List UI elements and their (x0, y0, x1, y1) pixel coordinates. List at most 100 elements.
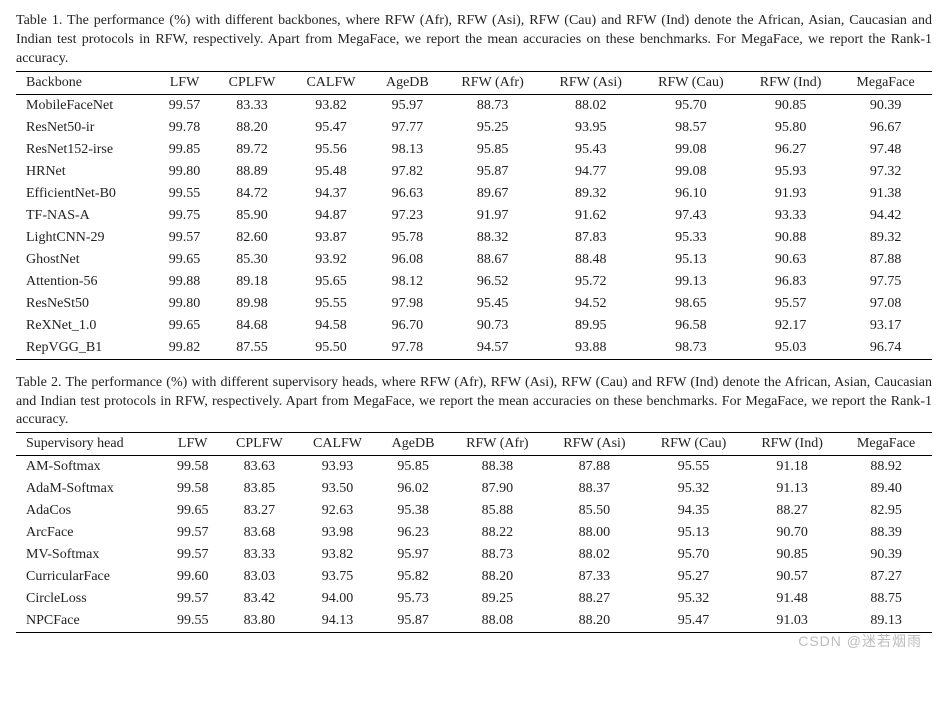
table2-cell: 83.33 (221, 544, 298, 566)
table2-cell: 95.55 (643, 456, 744, 479)
table1-cell: 95.50 (291, 337, 372, 360)
table1-cell: 93.95 (542, 117, 640, 139)
table1-cell: 99.57 (156, 227, 213, 249)
table2-cell: 91.48 (744, 588, 840, 610)
table1-header-1: LFW (156, 71, 213, 94)
table1-cell: 91.93 (742, 183, 839, 205)
table1-cell: 95.56 (291, 139, 372, 161)
table-row: ResNet50-ir99.7888.2095.4797.7795.2593.9… (16, 117, 932, 139)
table-row: AM-Softmax99.5883.6393.9395.8588.3887.88… (16, 456, 932, 479)
table1-cell: 96.70 (371, 315, 443, 337)
table1-cell: 89.18 (213, 271, 290, 293)
table2-caption: Table 2. The performance (%) with differ… (16, 374, 932, 431)
table1-cell: 95.33 (640, 227, 742, 249)
table1-rowlabel: ResNet152-irse (16, 139, 156, 161)
table1-header-2: CPLFW (213, 71, 290, 94)
table1-cell: 85.90 (213, 205, 290, 227)
table2-cell: 88.08 (449, 610, 546, 633)
table1-cell: 96.52 (444, 271, 542, 293)
table2-cell: 99.57 (164, 588, 221, 610)
table2-cell: 88.22 (449, 522, 546, 544)
table2-cell: 95.85 (377, 456, 449, 479)
table2-cell: 95.32 (643, 478, 744, 500)
table2-cell: 93.75 (298, 566, 378, 588)
table1-cell: 91.38 (839, 183, 932, 205)
table-row: RepVGG_B199.8287.5595.5097.7894.5793.889… (16, 337, 932, 360)
table2-cell: 99.57 (164, 544, 221, 566)
table2-cell: 88.20 (449, 566, 546, 588)
table1-cell: 94.37 (291, 183, 372, 205)
table1-rowlabel: HRNet (16, 161, 156, 183)
table1-header-7: RFW (Cau) (640, 71, 742, 94)
table-row: GhostNet99.6585.3093.9296.0888.6788.4895… (16, 249, 932, 271)
table1-cell: 99.57 (156, 94, 213, 117)
table1-cell: 97.77 (371, 117, 443, 139)
table1-cell: 87.55 (213, 337, 290, 360)
table2-cell: 94.13 (298, 610, 378, 633)
table2-cell: 96.23 (377, 522, 449, 544)
table2-rowlabel: NPCFace (16, 610, 164, 633)
table1-cell: 96.08 (371, 249, 443, 271)
table1-cell: 96.74 (839, 337, 932, 360)
table2-cell: 88.00 (546, 522, 643, 544)
table2-cell: 83.63 (221, 456, 298, 479)
table2-cell: 95.73 (377, 588, 449, 610)
table2: Supervisory headLFWCPLFWCALFWAgeDBRFW (A… (16, 432, 932, 633)
table2-cell: 85.88 (449, 500, 546, 522)
table1-cell: 99.75 (156, 205, 213, 227)
table2-cell: 92.63 (298, 500, 378, 522)
table1-cell: 97.82 (371, 161, 443, 183)
table2-cell: 95.87 (377, 610, 449, 633)
table2-cell: 96.02 (377, 478, 449, 500)
table1: BackboneLFWCPLFWCALFWAgeDBRFW (Afr) RFW (… (16, 71, 932, 360)
table1-cell: 92.17 (742, 315, 839, 337)
table1-rowlabel: MobileFaceNet (16, 94, 156, 117)
table1-cell: 98.12 (371, 271, 443, 293)
table1-cell: 99.65 (156, 249, 213, 271)
table1-cell: 94.87 (291, 205, 372, 227)
table1-cell: 96.67 (839, 117, 932, 139)
table1-cell: 99.13 (640, 271, 742, 293)
table-row: NPCFace99.5583.8094.1395.8788.0888.2095.… (16, 610, 932, 633)
table2-header-2: CPLFW (221, 433, 298, 456)
table1-cell: 87.88 (839, 249, 932, 271)
table2-cell: 99.57 (164, 522, 221, 544)
table1-header-5: RFW (Afr) (444, 71, 542, 94)
table1-rowlabel: ResNet50-ir (16, 117, 156, 139)
table2-cell: 95.82 (377, 566, 449, 588)
table1-cell: 95.65 (291, 271, 372, 293)
table1-cell: 98.73 (640, 337, 742, 360)
table2-cell: 83.80 (221, 610, 298, 633)
table1-header-4: AgeDB (371, 71, 443, 94)
table2-cell: 88.37 (546, 478, 643, 500)
table2-cell: 91.18 (744, 456, 840, 479)
table1-cell: 90.39 (839, 94, 932, 117)
table1-cell: 97.48 (839, 139, 932, 161)
table2-cell: 99.65 (164, 500, 221, 522)
table1-cell: 95.78 (371, 227, 443, 249)
table2-cell: 88.27 (546, 588, 643, 610)
table1-cell: 89.95 (542, 315, 640, 337)
table2-header-9: MegaFace (840, 433, 932, 456)
table1-header-3: CALFW (291, 71, 372, 94)
table1-cell: 95.87 (444, 161, 542, 183)
table1-header-8: RFW (Ind) (742, 71, 839, 94)
table-row: CurricularFace99.6083.0393.7595.8288.208… (16, 566, 932, 588)
table2-cell: 99.58 (164, 456, 221, 479)
table-row: AdaM-Softmax99.5883.8593.5096.0287.9088.… (16, 478, 932, 500)
table2-cell: 85.50 (546, 500, 643, 522)
table1-cell: 97.78 (371, 337, 443, 360)
table1-cell: 97.08 (839, 293, 932, 315)
table1-header-0: Backbone (16, 71, 156, 94)
table1-cell: 99.88 (156, 271, 213, 293)
table1-cell: 97.23 (371, 205, 443, 227)
table1-cell: 97.75 (839, 271, 932, 293)
table2-cell: 95.70 (643, 544, 744, 566)
table1-rowlabel: TF-NAS-A (16, 205, 156, 227)
table2-rowlabel: AM-Softmax (16, 456, 164, 479)
table-row: AdaCos99.6583.2792.6395.3885.8885.5094.3… (16, 500, 932, 522)
table1-cell: 89.67 (444, 183, 542, 205)
table1-cell: 99.80 (156, 293, 213, 315)
table2-cell: 88.39 (840, 522, 932, 544)
table2-cell: 95.32 (643, 588, 744, 610)
